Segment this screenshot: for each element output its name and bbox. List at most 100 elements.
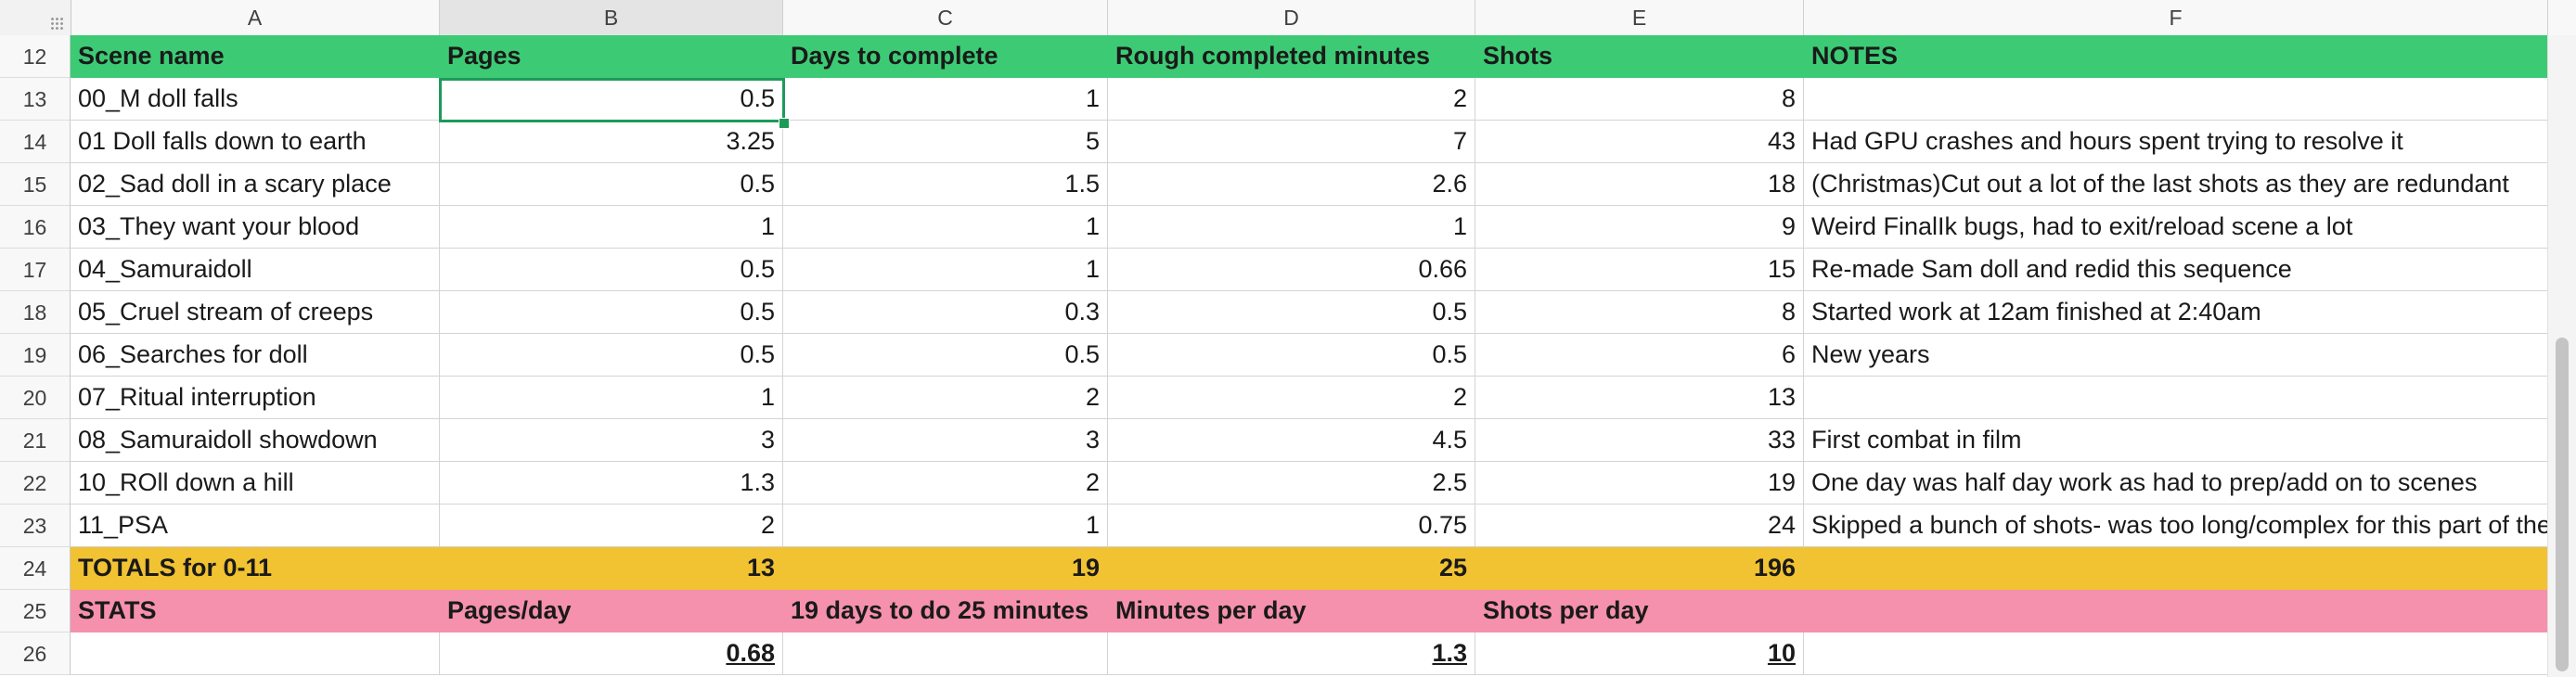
stats-cell-days[interactable]: 19 days to do 25 minutes — [783, 590, 1108, 632]
column-header-e[interactable]: E — [1475, 0, 1804, 35]
cell-days[interactable]: 0.5 — [783, 334, 1108, 377]
cell-minutes[interactable]: 7 — [1108, 121, 1475, 163]
cell-minutes[interactable]: 4.5 — [1108, 419, 1475, 462]
cell-minutes[interactable]: 1 — [1108, 206, 1475, 249]
scrollbar-thumb[interactable] — [2556, 338, 2569, 671]
cell-scene[interactable]: 05_Cruel stream of creeps — [71, 291, 440, 334]
column-header-d[interactable]: D — [1108, 0, 1475, 35]
stats-value-cell-pages[interactable]: 0.68 — [440, 632, 783, 675]
cell-minutes[interactable]: 2.5 — [1108, 462, 1475, 505]
cell-days[interactable]: 5 — [783, 121, 1108, 163]
cell-days[interactable]: 1 — [783, 505, 1108, 547]
cell-minutes[interactable]: 0.5 — [1108, 291, 1475, 334]
row-header-17[interactable]: 17 — [0, 249, 71, 291]
row-header-21[interactable]: 21 — [0, 419, 71, 462]
cell-shots[interactable]: 18 — [1475, 163, 1804, 206]
cell-notes[interactable]: Started work at 12am finished at 2:40am — [1804, 291, 2548, 334]
cell-scene[interactable]: 10_ROll down a hill — [71, 462, 440, 505]
row-header-25[interactable]: 25 — [0, 590, 71, 632]
stats-cell-scene[interactable]: STATS — [71, 590, 440, 632]
cell-days[interactable]: 1.5 — [783, 163, 1108, 206]
cell-pages[interactable]: 1 — [440, 206, 783, 249]
cell-notes[interactable]: Re-made Sam doll and redid this sequence — [1804, 249, 2548, 291]
row-header-26[interactable]: 26 — [0, 632, 71, 675]
cell-scene[interactable]: 02_Sad doll in a scary place — [71, 163, 440, 206]
cell-pages[interactable]: 0.5 — [440, 291, 783, 334]
stats-cell-pages[interactable]: Pages/day — [440, 590, 783, 632]
cell-notes[interactable]: (Christmas)Cut out a lot of the last sho… — [1804, 163, 2548, 206]
cell-shots[interactable]: 8 — [1475, 291, 1804, 334]
cell-minutes[interactable]: 2 — [1108, 377, 1475, 419]
cell-days[interactable]: 0.3 — [783, 291, 1108, 334]
row-header-22[interactable]: 22 — [0, 462, 71, 505]
row-header-23[interactable]: 23 — [0, 505, 71, 547]
cell-notes[interactable]: One day was half day work as had to prep… — [1804, 462, 2548, 505]
cell-scene[interactable]: 11_PSA — [71, 505, 440, 547]
row-header-19[interactable]: 19 — [0, 334, 71, 377]
cell-pages[interactable]: 0.5 — [440, 78, 783, 121]
cell-shots[interactable]: 9 — [1475, 206, 1804, 249]
cell-scene[interactable]: 07_Ritual interruption — [71, 377, 440, 419]
cell-days[interactable]: 2 — [783, 377, 1108, 419]
row-header-14[interactable]: 14 — [0, 121, 71, 163]
stats-value-cell-days[interactable] — [783, 632, 1108, 675]
header-cell-shots[interactable]: Shots — [1475, 35, 1804, 78]
row-header-15[interactable]: 15 — [0, 163, 71, 206]
stats-cell-shots[interactable]: Shots per day — [1475, 590, 1804, 632]
header-cell-days[interactable]: Days to complete — [783, 35, 1108, 78]
cell-pages[interactable]: 2 — [440, 505, 783, 547]
stats-cell-minutes[interactable]: Minutes per day — [1108, 590, 1475, 632]
cell-pages[interactable]: 3 — [440, 419, 783, 462]
cell-pages[interactable]: 3.25 — [440, 121, 783, 163]
cell-notes[interactable] — [1804, 377, 2548, 419]
cell-shots[interactable]: 24 — [1475, 505, 1804, 547]
cell-shots[interactable]: 6 — [1475, 334, 1804, 377]
totals-cell-scene[interactable]: TOTALS for 0-11 — [71, 547, 440, 590]
cell-scene[interactable]: 08_Samuraidoll showdown — [71, 419, 440, 462]
cell-minutes[interactable]: 0.66 — [1108, 249, 1475, 291]
cell-days[interactable]: 3 — [783, 419, 1108, 462]
cell-shots[interactable]: 33 — [1475, 419, 1804, 462]
cell-shots[interactable]: 13 — [1475, 377, 1804, 419]
cell-notes[interactable]: Skipped a bunch of shots- was too long/c… — [1804, 505, 2548, 547]
cell-shots[interactable]: 43 — [1475, 121, 1804, 163]
cell-pages[interactable]: 0.5 — [440, 163, 783, 206]
cell-minutes[interactable]: 2.6 — [1108, 163, 1475, 206]
totals-cell-notes[interactable] — [1804, 547, 2548, 590]
totals-cell-pages[interactable]: 13 — [440, 547, 783, 590]
row-header-13[interactable]: 13 — [0, 78, 71, 121]
cell-scene[interactable]: 00_M doll falls — [71, 78, 440, 121]
totals-cell-days[interactable]: 19 — [783, 547, 1108, 590]
header-cell-notes[interactable]: NOTES — [1804, 35, 2548, 78]
header-cell-minutes[interactable]: Rough completed minutes — [1108, 35, 1475, 78]
cell-notes[interactable]: Had GPU crashes and hours spent trying t… — [1804, 121, 2548, 163]
cell-shots[interactable]: 15 — [1475, 249, 1804, 291]
row-header-18[interactable]: 18 — [0, 291, 71, 334]
fill-handle[interactable] — [779, 118, 790, 129]
cell-notes[interactable]: First combat in film — [1804, 419, 2548, 462]
cell-notes[interactable] — [1804, 78, 2548, 121]
stats-value-cell-scene[interactable] — [71, 632, 440, 675]
cell-minutes[interactable]: 0.75 — [1108, 505, 1475, 547]
column-header-b[interactable]: B — [440, 0, 783, 35]
cell-days[interactable]: 1 — [783, 249, 1108, 291]
cell-scene[interactable]: 04_Samuraidoll — [71, 249, 440, 291]
cell-shots[interactable]: 19 — [1475, 462, 1804, 505]
cell-pages[interactable]: 1 — [440, 377, 783, 419]
cell-notes[interactable]: New years — [1804, 334, 2548, 377]
totals-cell-shots[interactable]: 196 — [1475, 547, 1804, 590]
cell-pages[interactable]: 0.5 — [440, 334, 783, 377]
cell-days[interactable]: 2 — [783, 462, 1108, 505]
column-header-c[interactable]: C — [783, 0, 1108, 35]
column-header-f[interactable]: F — [1804, 0, 2548, 35]
stats-cell-notes[interactable] — [1804, 590, 2548, 632]
stats-value-cell-notes[interactable] — [1804, 632, 2548, 675]
header-cell-scene[interactable]: Scene name — [71, 35, 440, 78]
cell-days[interactable]: 1 — [783, 206, 1108, 249]
stats-value-cell-minutes[interactable]: 1.3 — [1108, 632, 1475, 675]
header-cell-pages[interactable]: Pages — [440, 35, 783, 78]
cell-notes[interactable]: Weird FinalIk bugs, had to exit/reload s… — [1804, 206, 2548, 249]
cell-days[interactable]: 1 — [783, 78, 1108, 121]
cell-shots[interactable]: 8 — [1475, 78, 1804, 121]
column-header-a[interactable]: A — [71, 0, 440, 35]
